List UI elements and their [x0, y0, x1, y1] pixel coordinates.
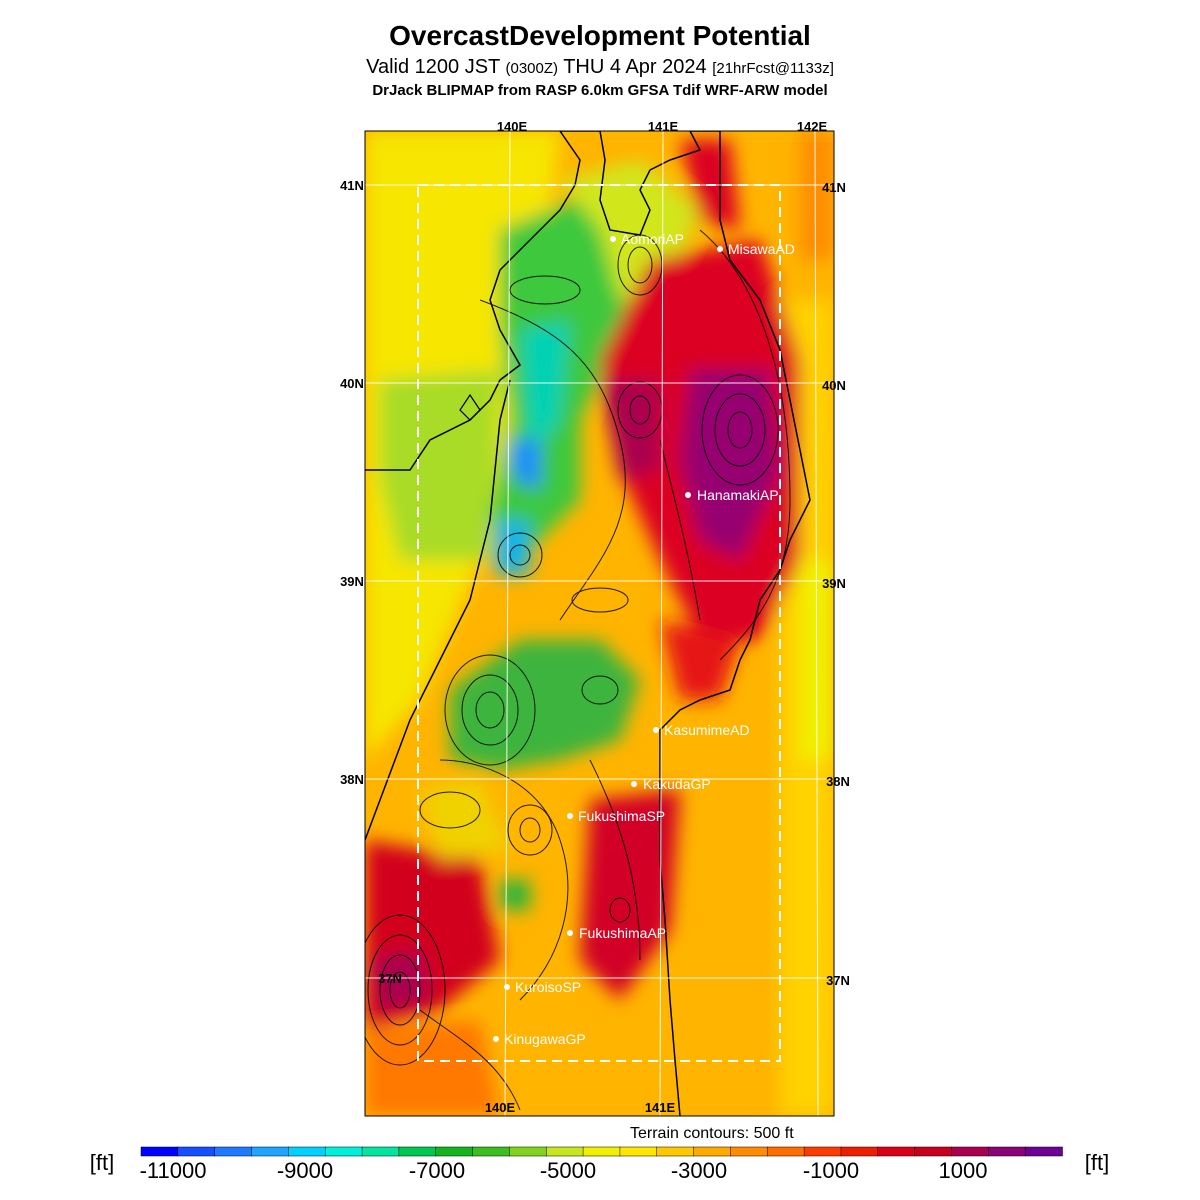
lat-label-39n-left: 39N — [340, 574, 364, 589]
map-frame — [364, 130, 835, 1117]
colorbar-label-6: 1000 — [939, 1158, 988, 1183]
colorbar-swatch — [545, 1146, 584, 1157]
field-cyan-north — [520, 320, 570, 460]
field-cyan-south — [495, 520, 530, 575]
site-label-kinugawa: KinugawaGP — [504, 1031, 586, 1047]
oga-peninsula — [459, 393, 481, 421]
field-blue-north — [510, 440, 540, 490]
colorbar-label-0: -11000 — [140, 1158, 207, 1183]
lon-label-142e-top: 142E — [797, 119, 828, 134]
lat-label-38n-left: 38N — [340, 772, 364, 787]
field-green-central — [450, 640, 640, 770]
site-dot-kuroiso — [504, 984, 510, 990]
field-red-coast — [660, 620, 740, 700]
colorbar-swatch — [251, 1146, 290, 1157]
valid-date: THU 4 Apr 2024 — [563, 56, 707, 78]
terrain-contour-note: Terrain contours: 500 ft — [630, 1125, 794, 1142]
site-label-misawa: MisawaAD — [728, 241, 795, 257]
site-dot-aomori — [610, 236, 616, 242]
valid-time-line: Valid 1200 JST (0300Z) THU 4 Apr 2024 [2… — [0, 56, 1200, 79]
colorbar-swatch — [803, 1146, 842, 1157]
site-dot-fukushima-ap — [567, 930, 573, 936]
field-lightgreen-west — [380, 370, 500, 560]
lat-label-40n-left: 40N — [340, 376, 364, 391]
site-dot-misawa — [717, 246, 723, 252]
field-red-central — [580, 790, 680, 1000]
chart-title: OvercastDevelopment Potential — [389, 20, 811, 51]
coastline-west — [365, 379, 511, 841]
site-markers: AomoriAP MisawaAD HanamakiAP KasumimeAD … — [493, 231, 795, 1047]
site-dot-fukushima-sp — [567, 813, 573, 819]
field-orange-ne — [800, 131, 834, 260]
colorbar-swatch — [582, 1146, 621, 1157]
colorbar-swatch — [214, 1146, 253, 1157]
site-label-kasumime: KasumimeAD — [664, 722, 750, 738]
colorbar-swatch — [1024, 1146, 1063, 1157]
colorbar-swatch — [693, 1146, 732, 1157]
colorbar-swatch — [619, 1146, 658, 1157]
colorbar-swatch — [288, 1146, 326, 1157]
field-magenta-southwest — [370, 950, 430, 1010]
field-orange-south — [365, 1020, 500, 1116]
lon-label-140e-bottom: 140E — [485, 1100, 516, 1115]
colorbar-swatch — [951, 1146, 990, 1157]
forecast-info: [21hrFcst@1133z] — [712, 60, 834, 77]
colorbar-label-2: -7000 — [409, 1158, 465, 1183]
field-magenta-ou — [600, 380, 660, 480]
field-yellow-central — [420, 780, 510, 860]
inner-domain-box — [417, 184, 781, 1062]
field-green-small — [500, 880, 530, 910]
model-line: DrJack BLIPMAP from RASP 6.0km GFSA Tdif… — [372, 82, 828, 99]
lat-label-40n-right: 40N — [822, 378, 846, 393]
colorbar-swatch — [767, 1146, 805, 1157]
colorbar-swatch — [656, 1146, 695, 1157]
lon-label-141e-bottom: 141E — [645, 1100, 676, 1115]
colorbar-swatch — [324, 1146, 363, 1157]
lat-label-41n-right: 41N — [822, 180, 846, 195]
site-label-kakuda: KakudaGP — [643, 776, 711, 792]
field-magenta-north — [680, 370, 780, 560]
colorbar-label-1: -9000 — [277, 1158, 333, 1183]
colorbar-swatch — [877, 1146, 916, 1157]
lon-label-141e-top: 141E — [648, 119, 679, 134]
colorbar-swatch — [140, 1146, 179, 1157]
lat-label-39n-right: 39N — [822, 576, 846, 591]
lon-label-140e-top: 140E — [497, 119, 528, 134]
site-label-aomori: AomoriAP — [621, 231, 684, 247]
colorbar-swatch — [840, 1146, 879, 1157]
valid-utc: (0300Z) — [505, 60, 559, 77]
lat-label-37n-right: 37N — [826, 973, 850, 988]
site-dot-kakuda — [631, 781, 637, 787]
colorbar-swatch — [398, 1146, 437, 1157]
colorbar-swatch — [509, 1146, 547, 1157]
colorbar-swatch — [435, 1146, 474, 1157]
colorbar-swatch — [177, 1146, 216, 1157]
valid-prefix: Valid 1200 JST — [366, 56, 500, 78]
site-label-hanamaki: HanamakiAP — [697, 487, 779, 503]
lat-label-37n-left: 37N — [378, 971, 402, 986]
colorbar-swatch — [472, 1146, 511, 1157]
colorbar — [140, 1146, 1063, 1157]
colorbar-swatch — [988, 1146, 1026, 1157]
coastline-east — [365, 131, 811, 1116]
colorbar-swatch — [730, 1146, 769, 1157]
terrain-contours — [365, 229, 791, 1111]
site-dot-kinugawa — [493, 1036, 499, 1042]
colorbar-label-3: -5000 — [540, 1158, 596, 1183]
site-label-fukushima-ap: FukushimaAP — [579, 925, 666, 941]
field-layer — [365, 131, 834, 1116]
site-dot-hanamaki — [685, 492, 691, 498]
site-dot-kasumime — [653, 727, 659, 733]
lat-label-41n-left: 41N — [340, 178, 364, 193]
colorbar-swatch — [914, 1146, 953, 1157]
colorbar-unit-right: [ft] — [1085, 1150, 1109, 1175]
colorbar-label-5: -1000 — [803, 1158, 859, 1183]
colorbar-unit-left: [ft] — [90, 1150, 114, 1175]
colorbar-label-4: -3000 — [671, 1158, 727, 1183]
site-label-fukushima-sp: FukushimaSP — [578, 808, 665, 824]
lat-label-38n-right: 38N — [826, 774, 850, 789]
site-label-kuroiso: KuroisoSP — [515, 979, 581, 995]
colorbar-swatch — [361, 1146, 400, 1157]
